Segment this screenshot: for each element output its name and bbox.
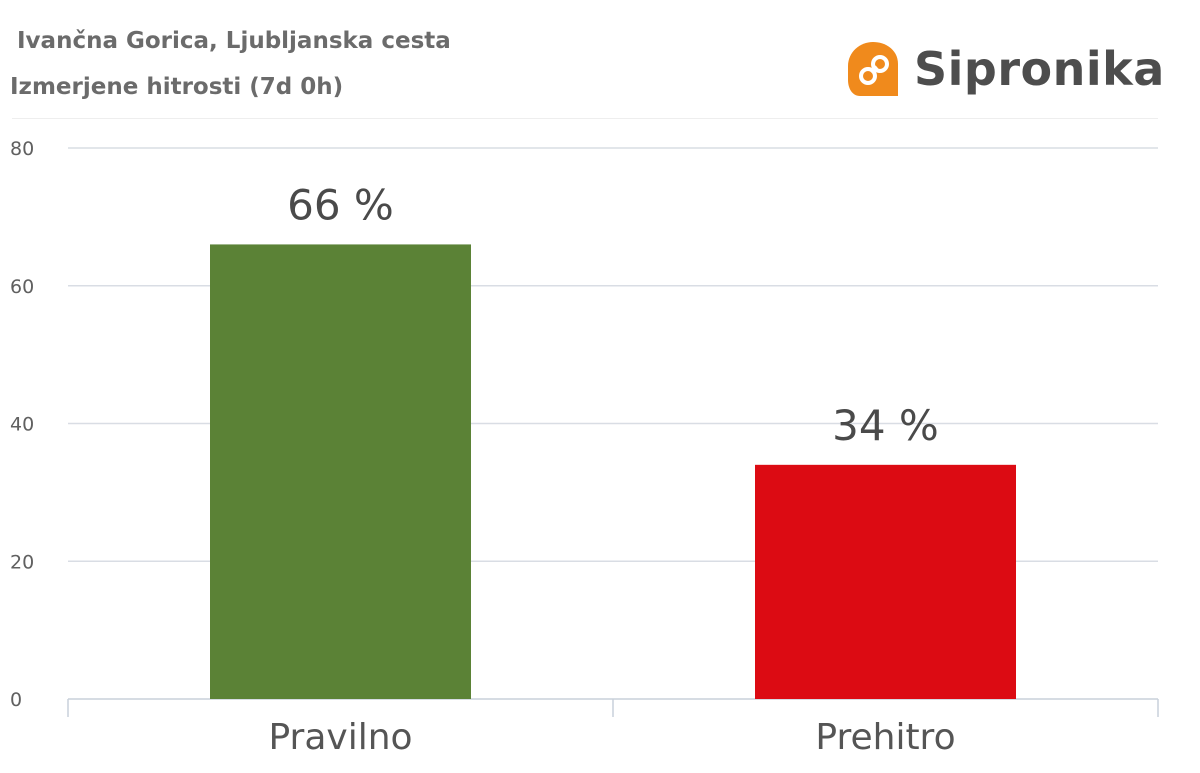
x-tick-label: Pravilno [268,717,412,758]
y-tick-label: 0 [10,689,22,711]
bar-prehitro [755,464,1016,699]
y-tick-label: 80 [10,138,34,160]
logo-text: Sipronika [914,42,1165,96]
data-label: 66 % [287,180,394,229]
sipronika-logo-icon [848,42,898,96]
y-tick-label: 60 [10,276,34,298]
chart-subtitle: Izmerjene hitrosti (7d 0h) [10,74,344,100]
sipronika-logo: Sipronika [846,40,1165,98]
y-tick-label: 40 [10,414,34,436]
chart-title: Ivančna Gorica, Ljubljanska cesta [17,28,451,54]
data-label: 34 % [832,401,939,450]
y-tick-label: 20 [10,551,34,573]
x-tick-label: Prehitro [815,717,955,758]
header-divider [12,118,1158,119]
bar-pravilno [210,244,471,700]
